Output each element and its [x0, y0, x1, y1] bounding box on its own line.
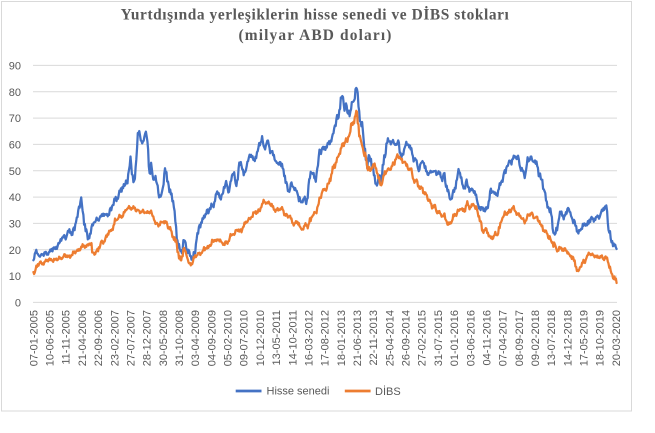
svg-text:Hisse senedi: Hisse senedi: [267, 385, 330, 397]
svg-text:27-02-2015: 27-02-2015: [417, 310, 429, 366]
svg-text:16-03-2012: 16-03-2012: [304, 310, 316, 366]
svg-text:18-01-2013: 18-01-2013: [336, 310, 348, 366]
svg-text:03-04-2009: 03-04-2009: [190, 310, 202, 366]
svg-text:10-12-2010: 10-12-2010: [255, 310, 267, 366]
svg-text:03-06-2016: 03-06-2016: [465, 310, 477, 366]
svg-text:04-11-2016: 04-11-2016: [481, 310, 493, 365]
svg-text:26-09-2014: 26-09-2014: [401, 310, 413, 366]
svg-text:50: 50: [9, 166, 21, 178]
svg-text:01-01-2016: 01-01-2016: [449, 310, 461, 366]
svg-text:28-12-2007: 28-12-2007: [142, 310, 154, 366]
svg-text:22-09-2006: 22-09-2006: [93, 310, 105, 366]
svg-text:40: 40: [9, 192, 21, 204]
svg-text:10: 10: [9, 271, 21, 283]
svg-text:Yurtdışında yerleşiklerin hiss: Yurtdışında yerleşiklerin hisse senedi v…: [121, 7, 510, 24]
svg-text:13-07-2018: 13-07-2018: [546, 310, 558, 366]
svg-text:80: 80: [9, 87, 21, 99]
svg-text:90: 90: [9, 61, 21, 73]
svg-text:20: 20: [9, 245, 21, 257]
svg-text:08-09-2017: 08-09-2017: [514, 310, 526, 366]
svg-text:30-05-2008: 30-05-2008: [158, 310, 170, 366]
svg-text:10-06-2005: 10-06-2005: [45, 310, 57, 366]
svg-text:09-07-2010: 09-07-2010: [239, 310, 251, 366]
svg-text:27-07-2007: 27-07-2007: [126, 310, 138, 366]
svg-text:07-04-2017: 07-04-2017: [498, 310, 510, 366]
svg-text:17-05-2019: 17-05-2019: [579, 310, 591, 366]
svg-text:70: 70: [9, 113, 21, 125]
svg-text:30: 30: [9, 219, 21, 231]
svg-text:(milyar ABD doları): (milyar ABD doları): [238, 27, 392, 44]
svg-text:14-10-2011: 14-10-2011: [287, 310, 299, 365]
svg-text:18-10-2019: 18-10-2019: [595, 310, 607, 366]
svg-text:31-07-2015: 31-07-2015: [433, 310, 445, 366]
svg-text:04-09-2009: 04-09-2009: [206, 310, 218, 366]
svg-text:20-03-2020: 20-03-2020: [611, 310, 623, 366]
svg-text:25-04-2014: 25-04-2014: [384, 310, 396, 366]
svg-text:60: 60: [9, 140, 21, 152]
svg-text:21-06-2013: 21-06-2013: [352, 310, 364, 366]
svg-text:22-11-2013: 22-11-2013: [368, 310, 380, 365]
svg-text:13-05-2011: 13-05-2011: [271, 310, 283, 365]
svg-text:07-01-2005: 07-01-2005: [28, 310, 40, 366]
svg-text:05-02-2010: 05-02-2010: [223, 310, 235, 366]
svg-text:17-08-2012: 17-08-2012: [320, 310, 332, 366]
svg-text:21-04-2006: 21-04-2006: [77, 310, 89, 366]
svg-text:DİBS: DİBS: [375, 385, 401, 398]
svg-text:31-10-2008: 31-10-2008: [174, 310, 186, 366]
svg-text:11-11-2005: 11-11-2005: [61, 310, 73, 365]
svg-text:14-12-2018: 14-12-2018: [562, 310, 574, 366]
svg-text:23-02-2007: 23-02-2007: [109, 310, 121, 366]
svg-text:09-02-2018: 09-02-2018: [530, 310, 542, 366]
svg-text:0: 0: [15, 298, 21, 310]
